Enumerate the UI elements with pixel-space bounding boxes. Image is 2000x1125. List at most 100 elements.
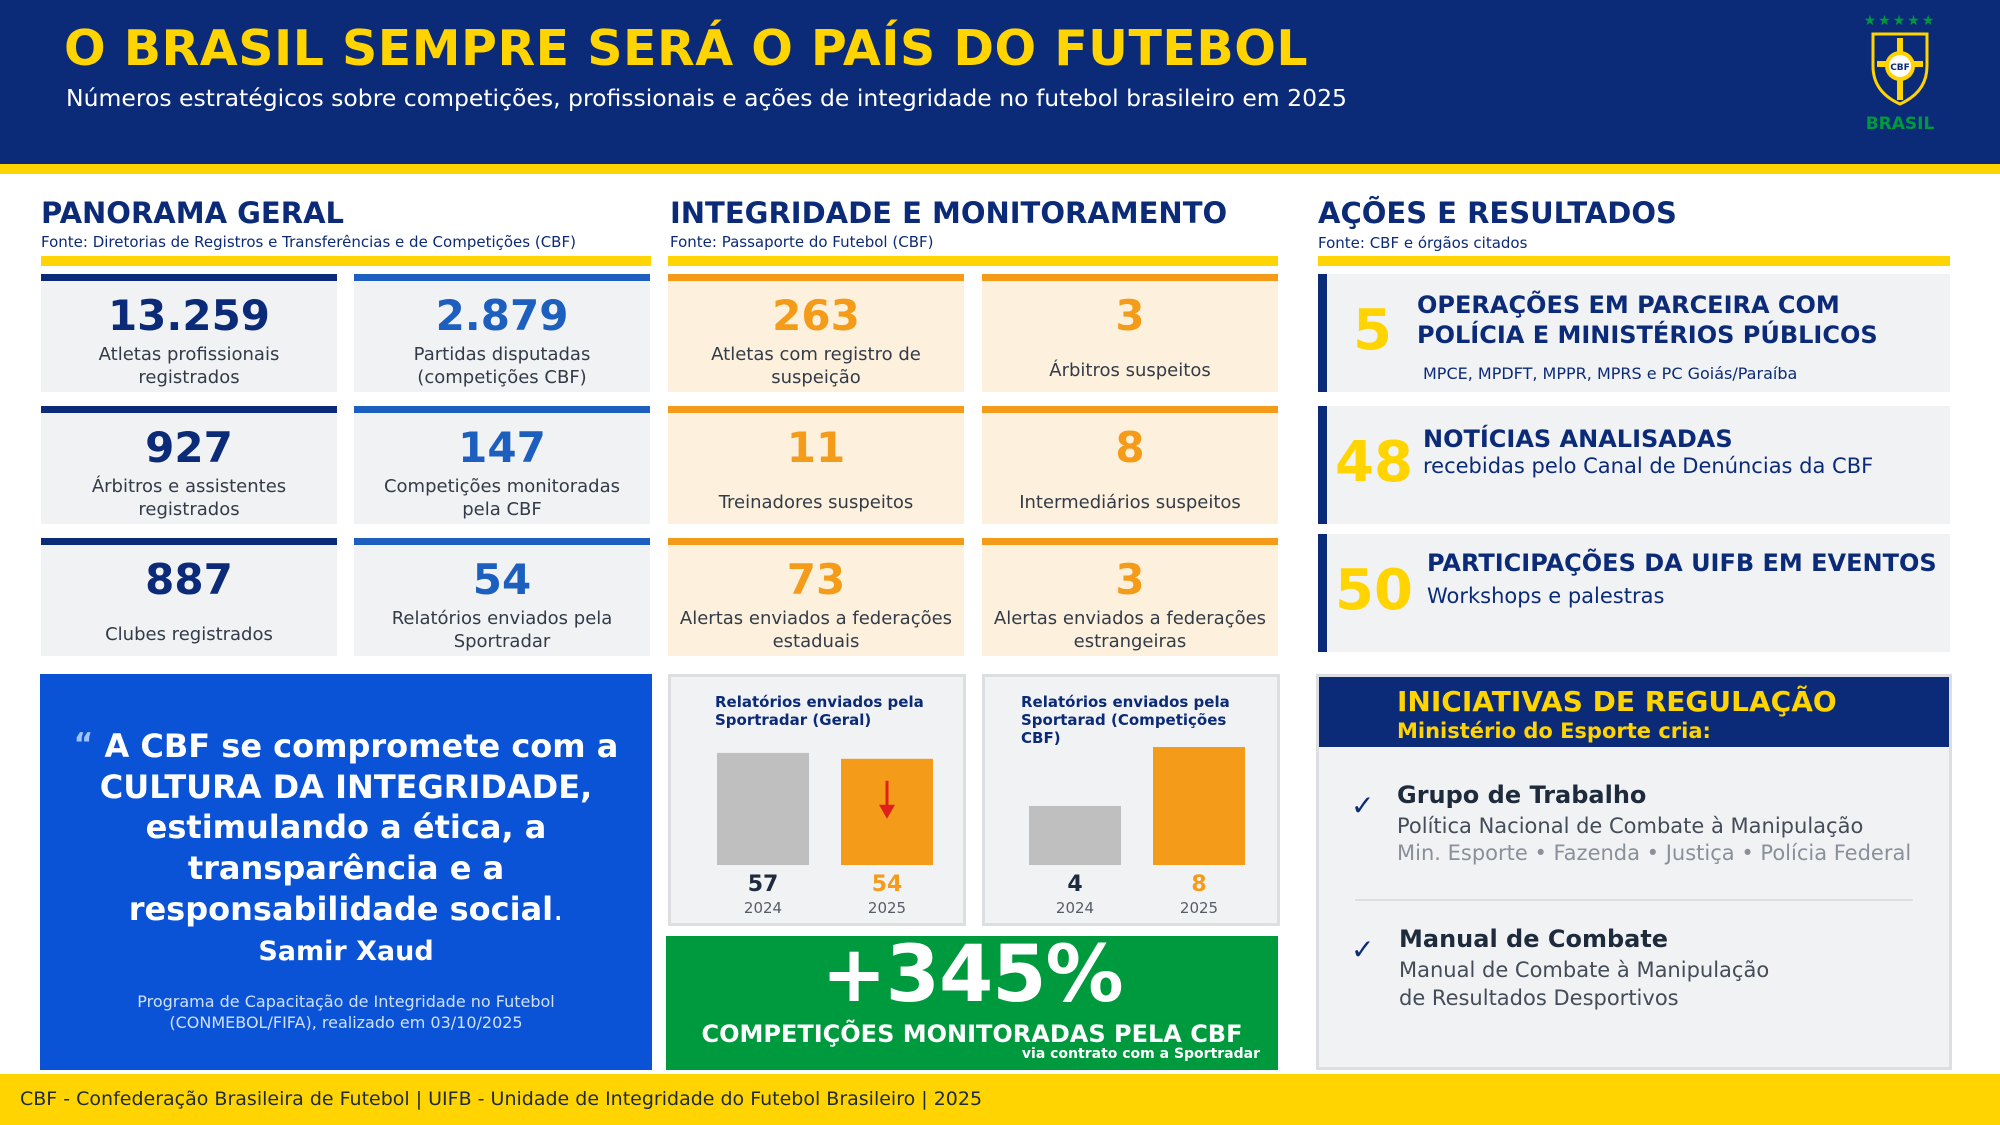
action-detail: MPCE, MPDFT, MPPR, MPRS e PC Goiás/Paraí… <box>1423 364 1798 383</box>
initiative-title: Manual de Combate <box>1399 925 1669 953</box>
stat-alerts-state: 73 Alertas enviados a federações estadua… <box>668 538 964 656</box>
action-value: 48 <box>1335 430 1413 495</box>
stat-suspect-athletes: 263 Atletas com registro de suspeição <box>668 274 964 392</box>
acoes-source: Fonte: CBF e órgãos citados <box>1318 234 1528 252</box>
stat-value: 2.879 <box>435 291 569 340</box>
stat-value: 11 <box>786 423 846 472</box>
growth-card: +345% COMPETIÇÕES MONITORADAS PELA CBF v… <box>666 930 1278 1070</box>
stat-reports: 54 Relatórios enviados pela Sportradar <box>354 538 650 656</box>
logo-word: BRASIL <box>1865 114 1935 134</box>
stat-value: 147 <box>458 423 546 472</box>
panorama-divider <box>41 256 651 266</box>
cbf-logo: ★★★★★ CBF BRASIL <box>1850 14 1950 138</box>
stat-label: Treinadores suspeitos <box>718 492 914 513</box>
chart-reports-cbf: Relatórios enviados pela Sportarad (Comp… <box>982 674 1280 926</box>
initiative-desc: Política Nacional de Combate à Manipulaç… <box>1397 814 1864 838</box>
initiative-title: Grupo de Trabalho <box>1397 781 1647 809</box>
bar-category-label: 2024 <box>744 899 782 917</box>
quote-note: Programa de Capacitação de Integridade n… <box>137 992 555 1032</box>
action-events: 50 PARTICIPAÇÕES DA UIFB EM EVENTOS Work… <box>1318 534 1950 652</box>
action-title: OPERAÇÕES EM PARCEIRA COM POLÍCIA E MINI… <box>1417 291 1878 349</box>
page-header: O BRASIL SEMPRE SERÁ O PAÍS DO FUTEBOL N… <box>0 0 2000 164</box>
stat-athletes: 13.259 Atletas profissionais registrados <box>41 274 337 392</box>
acoes-title: AÇÕES E RESULTADOS <box>1318 196 1677 230</box>
stat-value: 927 <box>145 423 233 472</box>
stat-value: 54 <box>472 555 532 604</box>
integridade-title: INTEGRIDADE E MONITORAMENTO <box>670 196 1228 230</box>
stat-value: 3 <box>1115 555 1145 604</box>
chart-title: Relatórios enviados pela Sportarad (Comp… <box>1021 693 1230 747</box>
regulation-subtitle: Ministério do Esporte cria: <box>1397 719 1711 743</box>
regulation-card: INICIATIVAS DE REGULAÇÃO Ministério do E… <box>1316 674 1952 1070</box>
logo-text: CBF <box>1890 63 1910 73</box>
stat-label: Atletas profissionais registrados <box>98 344 280 388</box>
chart-plot: 4 2024 8 2025 <box>1029 747 1245 917</box>
stat-value: 73 <box>786 555 846 604</box>
stat-label: Alertas enviados a federações estrangeir… <box>993 608 1267 652</box>
stat-suspect-referees: 3 Árbitros suspeitos <box>982 274 1278 392</box>
stat-value: 8 <box>1115 423 1145 472</box>
chart-reports-general: Relatórios enviados pela Sportradar (Ger… <box>668 674 966 926</box>
bar-value-label: 57 <box>748 872 779 897</box>
stat-competitions: 147 Competições monitoradas pela CBF <box>354 406 650 524</box>
stat-value: 13.259 <box>107 291 271 340</box>
quote-end: . <box>553 889 564 928</box>
chart-title: Relatórios enviados pela Sportradar (Ger… <box>715 693 924 729</box>
quote-text: “ A CBF se compromete com a CULTURA DA I… <box>70 726 622 929</box>
quote-author: Samir Xaud <box>258 936 434 967</box>
stat-label: Árbitros e assistentes registrados <box>91 476 287 520</box>
integridade-source: Fonte: Passaporte do Futebol (CBF) <box>670 233 934 251</box>
stat-label: Relatórios enviados pela Sportradar <box>391 608 613 652</box>
cbf-shield-icon: CBF <box>1871 32 1929 106</box>
acoes-divider <box>1318 256 1950 266</box>
action-operations: 5 OPERAÇÕES EM PARCEIRA COM POLÍCIA E MI… <box>1318 274 1950 392</box>
bar-category-label: 2025 <box>868 899 906 917</box>
stat-suspect-coaches: 11 Treinadores suspeitos <box>668 406 964 524</box>
quote-card: “ A CBF se compromete com a CULTURA DA I… <box>40 674 652 1070</box>
stat-label: Partidas disputadas (competições CBF) <box>413 344 591 388</box>
page-subtitle: Números estratégicos sobre competições, … <box>66 84 1347 112</box>
bar-2024 <box>717 752 809 865</box>
footer-text: CBF - Confederação Brasileira de Futebol… <box>20 1088 983 1110</box>
stat-value: 263 <box>772 291 860 340</box>
growth-label: COMPETIÇÕES MONITORADAS PELA CBF <box>701 1020 1243 1048</box>
stat-value: 3 <box>1115 291 1145 340</box>
header-stripe <box>0 164 2000 174</box>
stat-referees: 927 Árbitros e assistentes registrados <box>41 406 337 524</box>
stat-label: Intermediários suspeitos <box>1019 492 1241 513</box>
stat-label: Clubes registrados <box>105 624 273 645</box>
integridade-divider <box>668 256 1278 266</box>
page-title: O BRASIL SEMPRE SERÁ O PAÍS DO FUTEBOL <box>64 20 1309 77</box>
bar-value-label: 8 <box>1191 872 1206 897</box>
growth-note: via contrato com a Sportradar <box>1021 1046 1260 1062</box>
regulation-title: INICIATIVAS DE REGULAÇÃO <box>1397 685 1837 718</box>
bar-2025 <box>1153 747 1245 865</box>
action-title: NOTÍCIAS ANALISADAS <box>1423 425 1733 453</box>
check-icon: ✓ <box>1351 933 1375 966</box>
action-news: 48 NOTÍCIAS ANALISADAS recebidas pelo Ca… <box>1318 406 1950 524</box>
bar-2024 <box>1029 806 1121 865</box>
stat-value: 887 <box>145 555 233 604</box>
action-title: PARTICIPAÇÕES DA UIFB EM EVENTOS <box>1427 549 1937 577</box>
stat-suspect-agents: 8 Intermediários suspeitos <box>982 406 1278 524</box>
bar-value-label: 54 <box>872 872 903 897</box>
bar-category-label: 2025 <box>1180 899 1218 917</box>
bar-value-label: 4 <box>1067 872 1082 897</box>
stat-alerts-foreign: 3 Alertas enviados a federações estrange… <box>982 538 1278 656</box>
quote-mark-icon: “ <box>73 727 94 762</box>
action-value: 5 <box>1353 298 1392 363</box>
chart-plot: 57 2024 54 2025 <box>717 752 933 917</box>
stat-label: Atletas com registro de suspeição <box>711 344 921 388</box>
initiative-desc: Manual de Combate à Manipulação <box>1399 958 1770 982</box>
stars-icon: ★★★★★ <box>1863 13 1937 29</box>
down-arrow-head-icon <box>879 804 895 819</box>
panorama-source: Fonte: Diretorias de Registros e Transfe… <box>41 233 576 251</box>
regulation-divider <box>1355 899 1913 901</box>
stat-label: Competições monitoradas pela CBF <box>383 476 621 520</box>
initiative-desc-2: de Resultados Desportivos <box>1399 986 1679 1010</box>
action-value: 50 <box>1335 558 1413 623</box>
growth-value: +345% <box>821 930 1123 1020</box>
stat-matches: 2.879 Partidas disputadas (competições C… <box>354 274 650 392</box>
stat-clubs: 887 Clubes registrados <box>41 538 337 656</box>
stat-label: Árbitros suspeitos <box>1049 360 1211 381</box>
